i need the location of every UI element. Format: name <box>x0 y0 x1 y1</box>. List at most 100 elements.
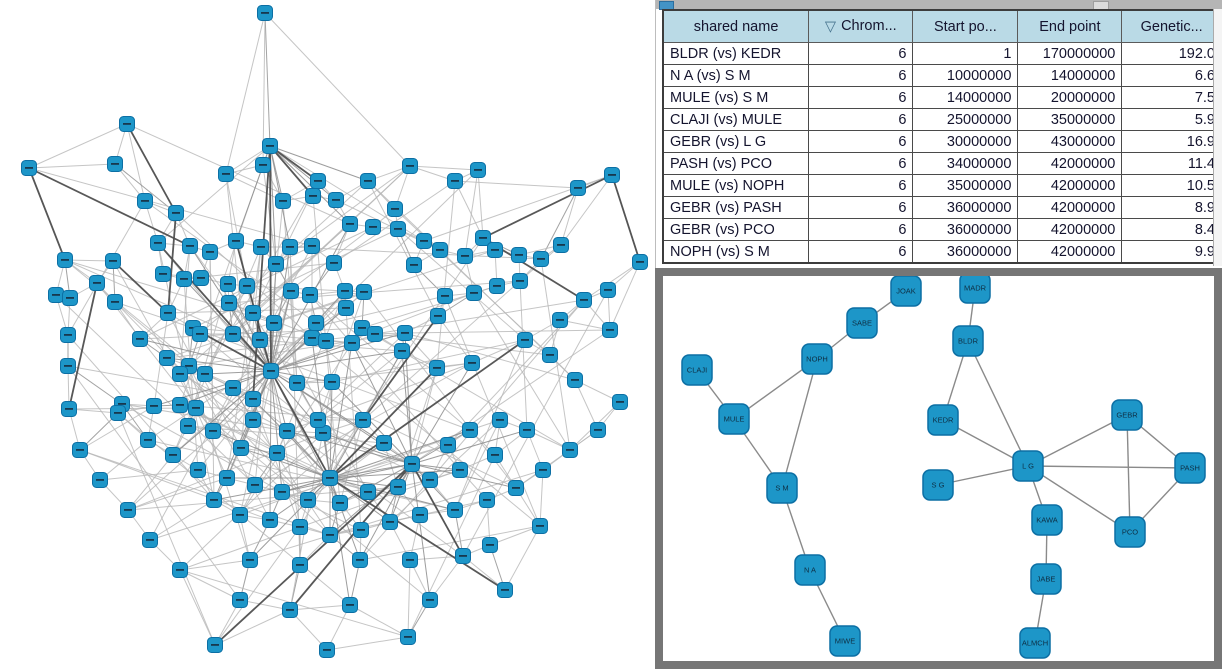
network-node[interactable] <box>275 193 291 209</box>
network-node[interactable] <box>567 372 583 388</box>
network-node[interactable] <box>289 375 305 391</box>
network-node[interactable] <box>390 221 406 237</box>
network-node[interactable] <box>165 447 181 463</box>
network-node[interactable] <box>497 582 513 598</box>
network-node[interactable] <box>255 157 271 173</box>
network-node[interactable] <box>197 366 213 382</box>
network-node[interactable] <box>72 442 88 458</box>
network-node[interactable] <box>612 394 628 410</box>
network-node[interactable] <box>146 398 162 414</box>
network-node[interactable] <box>263 363 279 379</box>
network-node[interactable] <box>402 158 418 174</box>
network-node-mule[interactable]: MULE <box>718 403 750 435</box>
network-node-bldr[interactable]: BLDR <box>952 325 984 357</box>
network-node[interactable] <box>225 326 241 342</box>
network-node[interactable] <box>404 456 420 472</box>
network-node[interactable] <box>155 266 171 282</box>
network-node[interactable] <box>282 602 298 618</box>
network-node[interactable] <box>462 422 478 438</box>
network-node[interactable] <box>253 239 269 255</box>
table-row[interactable]: PASH (vs) PCO 6 34000000 42000000 11.4 <box>662 152 1222 175</box>
network-node[interactable] <box>464 355 480 371</box>
network-node-pash[interactable]: PASH <box>1174 452 1206 484</box>
network-node[interactable] <box>632 254 648 270</box>
network-node[interactable] <box>142 532 158 548</box>
network-node[interactable] <box>429 360 445 376</box>
network-node[interactable] <box>352 552 368 568</box>
network-node[interactable] <box>160 305 176 321</box>
network-node[interactable] <box>279 423 295 439</box>
network-node-n-a[interactable]: N A <box>794 554 826 586</box>
network-node[interactable] <box>324 374 340 390</box>
network-node[interactable] <box>242 552 258 568</box>
network-node[interactable] <box>245 391 261 407</box>
network-node[interactable] <box>247 477 263 493</box>
network-node[interactable] <box>342 216 358 232</box>
network-node[interactable] <box>387 201 403 217</box>
network-node-noph[interactable]: NOPH <box>801 343 833 375</box>
network-node[interactable] <box>308 315 324 331</box>
network-node[interactable] <box>62 290 78 306</box>
network-node[interactable] <box>482 537 498 553</box>
table-row[interactable]: GEBR (vs) PCO 6 36000000 42000000 8.4 <box>662 218 1222 241</box>
network-node[interactable] <box>220 276 236 292</box>
network-node[interactable] <box>172 397 188 413</box>
network-node[interactable] <box>48 287 64 303</box>
network-node[interactable] <box>475 230 491 246</box>
network-node-s-g[interactable]: S G <box>922 469 954 501</box>
network-node[interactable] <box>207 637 223 653</box>
network-node[interactable] <box>245 305 261 321</box>
network-node[interactable] <box>322 470 338 486</box>
network-node[interactable] <box>202 244 218 260</box>
column-header-genetic-[interactable]: Genetic... <box>1121 9 1222 43</box>
network-node[interactable] <box>355 412 371 428</box>
network-node[interactable] <box>519 422 535 438</box>
network-node-pco[interactable]: PCO <box>1114 516 1146 548</box>
network-node-miwe[interactable]: MIWE <box>829 625 861 657</box>
network-node[interactable] <box>305 188 321 204</box>
network-node-joak[interactable]: JOAK <box>890 276 922 307</box>
network-node[interactable] <box>257 5 273 21</box>
network-node[interactable] <box>221 295 237 311</box>
network-node-l-g[interactable]: L G <box>1012 450 1044 482</box>
network-node[interactable] <box>159 350 175 366</box>
network-node[interactable] <box>457 248 473 264</box>
network-node[interactable] <box>422 592 438 608</box>
network-node[interactable] <box>532 518 548 534</box>
network-node[interactable] <box>406 257 422 273</box>
network-node[interactable] <box>511 247 527 263</box>
network-node[interactable] <box>192 326 208 342</box>
network-node[interactable] <box>397 325 413 341</box>
network-node[interactable] <box>150 235 166 251</box>
table-row[interactable]: GEBR (vs) L G 6 30000000 43000000 16.9 <box>662 130 1222 153</box>
network-node[interactable] <box>342 597 358 613</box>
network-node[interactable] <box>310 412 326 428</box>
network-node[interactable] <box>193 270 209 286</box>
network-node[interactable] <box>176 271 192 287</box>
network-node[interactable] <box>508 480 524 496</box>
network-node[interactable] <box>447 502 463 518</box>
network-node[interactable] <box>218 166 234 182</box>
table-row[interactable]: N A (vs) S M 6 10000000 14000000 6.6 <box>662 64 1222 87</box>
network-node[interactable] <box>318 333 334 349</box>
network-node[interactable] <box>266 315 282 331</box>
network-node[interactable] <box>92 472 108 488</box>
network-node[interactable] <box>292 557 308 573</box>
network-node[interactable] <box>206 492 222 508</box>
network-node[interactable] <box>447 173 463 189</box>
network-node[interactable] <box>360 484 376 500</box>
network-node[interactable] <box>455 548 471 564</box>
network-node[interactable] <box>533 251 549 267</box>
network-node[interactable] <box>512 273 528 289</box>
network-node[interactable] <box>232 507 248 523</box>
column-header-chrom-[interactable]: ▽ Chrom... <box>808 9 914 43</box>
network-node[interactable] <box>262 138 278 154</box>
network-node[interactable] <box>283 283 299 299</box>
network-node[interactable] <box>332 495 348 511</box>
network-node[interactable] <box>119 116 135 132</box>
network-node[interactable] <box>376 435 392 451</box>
table-scrollbar[interactable] <box>1213 9 1222 266</box>
network-node[interactable] <box>319 642 335 658</box>
network-node[interactable] <box>274 484 290 500</box>
network-node[interactable] <box>282 239 298 255</box>
